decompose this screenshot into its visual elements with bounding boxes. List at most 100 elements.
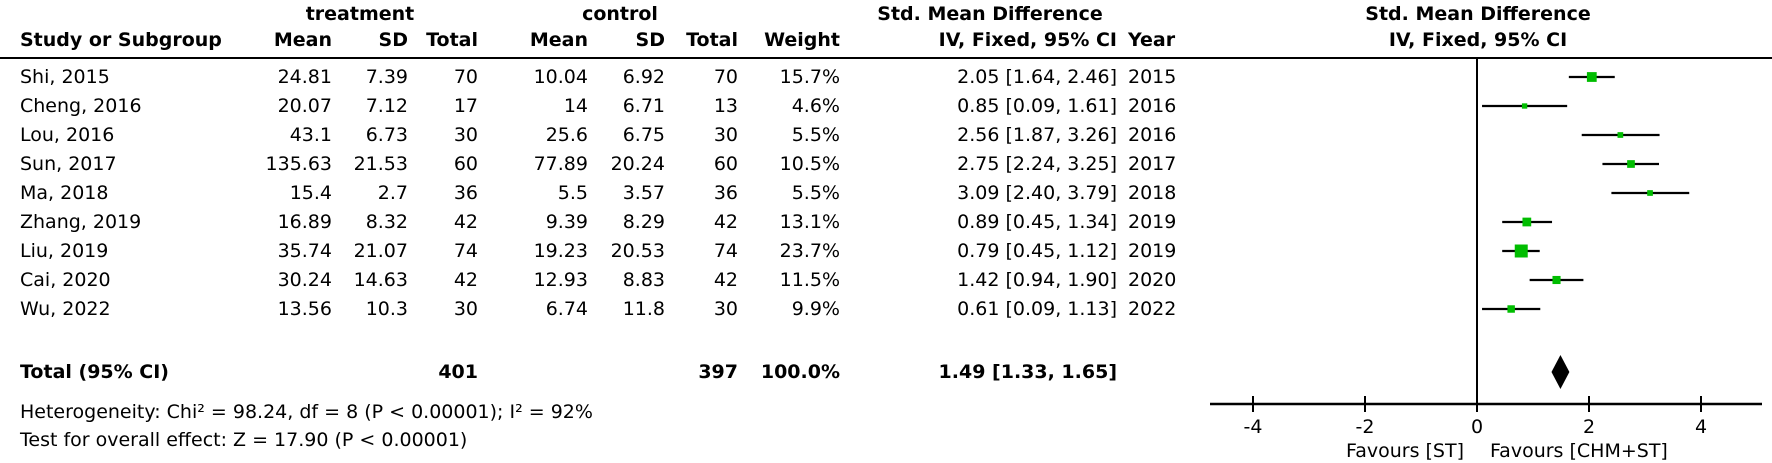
cell-mean-c: 12.93 xyxy=(533,269,588,291)
cell-weight: 13.1% xyxy=(779,211,840,233)
total-treatment-n: 401 xyxy=(438,361,478,383)
cell-total-t: 30 xyxy=(453,124,478,146)
cell-year: 2020 xyxy=(1128,269,1177,291)
study-marker xyxy=(1627,160,1635,168)
cell-year: 2022 xyxy=(1128,298,1177,320)
x-axis-tick-label: 2 xyxy=(1583,416,1595,438)
cell-total-c: 30 xyxy=(713,298,738,320)
cell-total-c: 70 xyxy=(713,66,738,88)
cell-sd-t: 21.53 xyxy=(353,153,408,175)
col-header-year: Year xyxy=(1128,29,1176,51)
cell-sd-t: 7.39 xyxy=(365,66,408,88)
cell-ci-text: 2.75 [2.24, 3.25] xyxy=(957,153,1117,175)
cell-mean-t: 35.74 xyxy=(277,240,332,262)
cell-mean-t: 15.4 xyxy=(289,182,332,204)
cell-total-t: 70 xyxy=(453,66,478,88)
cell-total-t: 42 xyxy=(453,211,478,233)
cell-sd-c: 6.92 xyxy=(622,66,665,88)
cell-weight: 5.5% xyxy=(791,124,840,146)
cell-year: 2018 xyxy=(1128,182,1177,204)
cell-sd-c: 20.24 xyxy=(610,153,665,175)
cell-weight: 10.5% xyxy=(779,153,840,175)
cell-mean-c: 14 xyxy=(563,95,588,117)
cell-ci-text: 2.05 [1.64, 2.46] xyxy=(957,66,1117,88)
cell-total-c: 30 xyxy=(713,124,738,146)
pooled-diamond xyxy=(1551,355,1570,389)
cell-sd-c: 8.83 xyxy=(622,269,665,291)
x-axis-tick-label: -4 xyxy=(1244,416,1263,438)
study-marker xyxy=(1647,190,1653,196)
cell-ci-text: 0.85 [0.09, 1.61] xyxy=(957,95,1117,117)
cell-sd-c: 8.29 xyxy=(622,211,665,233)
cell-mean-c: 6.74 xyxy=(545,298,588,320)
cell-mean-t: 16.89 xyxy=(277,211,332,233)
col-header-mean-control: Mean xyxy=(529,29,588,51)
cell-ci-text: 1.42 [0.94, 1.90] xyxy=(957,269,1117,291)
cell-study: Sun, 2017 xyxy=(20,153,117,175)
study-marker xyxy=(1521,103,1528,109)
overall-effect-text: Test for overall effect: Z = 17.90 (P < … xyxy=(20,429,468,451)
cell-mean-t: 13.56 xyxy=(277,298,332,320)
plot-header-ci: IV, Fixed, 95% CI xyxy=(1388,29,1568,51)
cell-year: 2016 xyxy=(1128,124,1177,146)
cell-sd-t: 8.32 xyxy=(365,211,408,233)
col-header-ci: IV, Fixed, 95% CI xyxy=(938,29,1117,51)
cell-mean-t: 30.24 xyxy=(277,269,332,291)
x-axis-tick-label: 4 xyxy=(1695,416,1707,438)
cell-sd-t: 2.7 xyxy=(377,182,408,204)
study-marker xyxy=(1507,305,1515,313)
favours-left-label: Favours [ST] xyxy=(1346,440,1464,462)
col-header-sd-treatment: SD xyxy=(378,29,408,51)
col-header-total-treatment: Total xyxy=(426,29,478,51)
cell-sd-c: 6.71 xyxy=(622,95,665,117)
cell-weight: 4.6% xyxy=(791,95,840,117)
group-header-treatment: treatment xyxy=(305,3,415,25)
cell-ci-text: 0.89 [0.45, 1.34] xyxy=(957,211,1117,233)
cell-ci-text: 0.61 [0.09, 1.13] xyxy=(957,298,1117,320)
cell-mean-c: 25.6 xyxy=(545,124,588,146)
group-header-smd-left: Std. Mean Difference xyxy=(877,3,1103,25)
cell-mean-c: 5.5 xyxy=(557,182,588,204)
cell-study: Cheng, 2016 xyxy=(20,95,142,117)
cell-year: 2016 xyxy=(1128,95,1177,117)
cell-total-t: 36 xyxy=(453,182,478,204)
cell-mean-c: 19.23 xyxy=(533,240,588,262)
favours-right-label: Favours [CHM+ST] xyxy=(1490,440,1668,462)
cell-mean-t: 24.81 xyxy=(277,66,332,88)
cell-year: 2015 xyxy=(1128,66,1177,88)
study-marker xyxy=(1552,275,1561,285)
cell-mean-t: 20.07 xyxy=(277,95,332,117)
heterogeneity-text: Heterogeneity: Chi² = 98.24, df = 8 (P <… xyxy=(20,401,593,423)
plot-header-smd: Std. Mean Difference xyxy=(1365,3,1591,25)
cell-total-t: 30 xyxy=(453,298,478,320)
cell-sd-c: 11.8 xyxy=(622,298,665,320)
total-label: Total (95% CI) xyxy=(20,361,169,383)
cell-sd-t: 14.63 xyxy=(353,269,408,291)
cell-total-t: 42 xyxy=(453,269,478,291)
cell-study: Wu, 2022 xyxy=(20,298,111,320)
cell-weight: 11.5% xyxy=(779,269,840,291)
cell-total-c: 60 xyxy=(713,153,738,175)
cell-total-c: 74 xyxy=(713,240,738,262)
total-control-n: 397 xyxy=(698,361,738,383)
cell-total-t: 74 xyxy=(453,240,478,262)
cell-sd-t: 6.73 xyxy=(365,124,408,146)
cell-total-c: 13 xyxy=(713,95,738,117)
cell-total-c: 42 xyxy=(713,269,738,291)
col-header-sd-control: SD xyxy=(635,29,665,51)
cell-ci-text: 3.09 [2.40, 3.79] xyxy=(957,182,1117,204)
header-divider xyxy=(0,57,1772,59)
cell-year: 2017 xyxy=(1128,153,1177,175)
x-axis-tick-label: -2 xyxy=(1356,416,1375,438)
col-header-weight: Weight xyxy=(764,29,840,51)
study-marker xyxy=(1617,132,1624,138)
study-marker xyxy=(1514,244,1528,258)
cell-sd-t: 7.12 xyxy=(365,95,408,117)
cell-year: 2019 xyxy=(1128,211,1177,233)
cell-total-c: 36 xyxy=(713,182,738,204)
cell-mean-t: 135.63 xyxy=(265,153,332,175)
cell-weight: 5.5% xyxy=(791,182,840,204)
group-header-control: control xyxy=(582,3,658,25)
cell-study: Liu, 2019 xyxy=(20,240,109,262)
